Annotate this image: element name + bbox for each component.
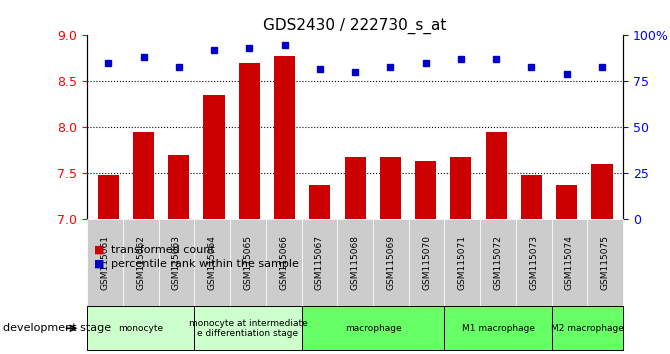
Text: GSM115067: GSM115067 [315,235,324,290]
Bar [274,56,295,219]
Bar [556,184,578,219]
Title: GDS2430 / 222730_s_at: GDS2430 / 222730_s_at [263,18,447,34]
Text: M1 macrophage: M1 macrophage [462,324,535,333]
Bar [344,157,366,219]
Text: GSM115061: GSM115061 [100,235,109,290]
Text: GSM115063: GSM115063 [172,235,181,290]
Bar [133,132,154,219]
Text: macrophage: macrophage [344,324,401,333]
Bar [310,184,330,219]
Bar [450,157,472,219]
Text: GSM115073: GSM115073 [529,235,538,290]
Bar [168,155,190,219]
Bar [380,157,401,219]
Bar [592,164,612,219]
Bar [98,175,119,219]
Text: GSM115075: GSM115075 [601,235,610,290]
Text: GSM115069: GSM115069 [387,235,395,290]
Text: development stage: development stage [3,323,111,333]
Text: M2 macrophage: M2 macrophage [551,324,624,333]
Text: ■: ■ [94,245,105,255]
Text: GSM115072: GSM115072 [494,235,502,290]
Text: monocyte at intermediate
e differentiation stage: monocyte at intermediate e differentiati… [188,319,308,338]
Text: GSM115062: GSM115062 [136,235,145,290]
Text: monocyte: monocyte [118,324,163,333]
Bar [239,63,260,219]
Text: GSM115064: GSM115064 [208,235,216,290]
Text: GSM115074: GSM115074 [565,235,574,290]
Text: percentile rank within the sample: percentile rank within the sample [111,259,298,269]
Text: GSM115065: GSM115065 [243,235,253,290]
Text: GSM115071: GSM115071 [458,235,467,290]
Text: ■: ■ [94,259,105,269]
Bar [415,161,436,219]
Text: transformed count: transformed count [111,245,214,255]
Text: GSM115068: GSM115068 [350,235,360,290]
Bar [521,175,542,219]
Text: GSM115070: GSM115070 [422,235,431,290]
Bar [486,132,507,219]
Text: GSM115066: GSM115066 [279,235,288,290]
Bar [204,95,224,219]
